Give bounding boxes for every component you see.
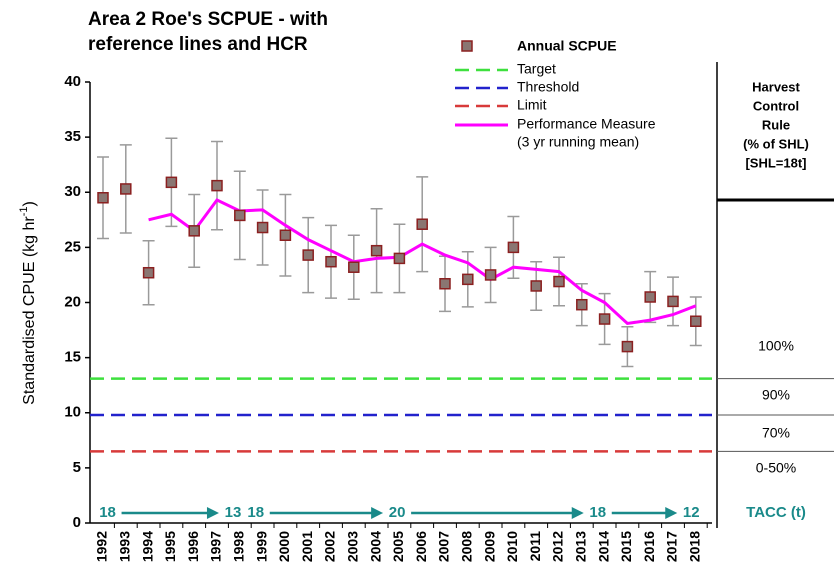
marker [120,183,132,195]
y-tick-label: 20 [64,293,81,310]
x-tick-label: 1994 [139,531,155,562]
x-tick-label: 1992 [94,531,110,562]
y-tick-label: 25 [64,238,81,255]
y-tick-label: 35 [64,128,81,145]
tacc-arrowhead [206,507,219,519]
tacc-value: 18 [99,504,116,521]
tacc-arrowhead [571,507,584,519]
marker [302,249,314,261]
hcr-band-label: 90% [762,387,790,403]
hcr-band-label: 70% [762,425,790,441]
x-tick-label: 2002 [322,531,338,562]
x-tick-label: 1998 [231,531,247,562]
marker [667,295,679,308]
x-tick-label: 2005 [390,531,406,562]
x-tick-label: 2001 [299,531,315,562]
x-tick-label: 2017 [664,531,680,562]
x-tick-label: 1997 [208,531,224,562]
x-tick-label: 1995 [162,531,178,562]
y-tick-label: 15 [64,349,81,366]
marker [484,269,497,281]
x-tick-label: 2010 [504,531,520,562]
marker [256,221,269,234]
x-tick-label: 2000 [276,531,292,562]
legend-label: (3 yr running mean) [517,134,639,150]
marker [142,266,155,279]
y-tick-label: 0 [73,514,81,531]
hcr-title: Harvest [752,79,800,94]
x-tick-label: 2016 [641,531,657,562]
y-axis-label: Standardised CPUE (kg hr-1) [18,201,38,405]
legend-label: Performance Measure [517,116,656,132]
marker [644,291,656,303]
chart-title: reference lines and HCR [88,34,308,55]
x-tick-label: 2009 [481,531,497,562]
marker [598,313,611,325]
hcr-band-label: 100% [758,338,794,354]
hcr-title: Rule [762,117,790,132]
tacc-arrowhead [371,507,384,519]
marker [507,241,520,254]
marker [576,298,588,311]
legend-marker [461,40,473,52]
x-tick-label: 2014 [595,531,611,562]
marker [393,252,406,265]
x-tick-label: 2003 [345,531,361,562]
y-tick-label: 40 [64,73,81,90]
tacc-value: 12 [683,504,700,521]
chart-title: Area 2 Roe's SCPUE - with [88,9,328,30]
legend-label: Limit [517,97,547,113]
marker [97,192,109,204]
marker [325,255,337,268]
marker [188,225,200,237]
tacc-label: TACC (t) [746,504,806,521]
marker [553,275,565,288]
legend-label: Threshold [517,79,579,95]
x-tick-label: 2015 [618,531,634,562]
x-tick-label: 1993 [117,531,133,562]
tacc-value: 18 [589,504,606,521]
hcr-title: (% of SHL) [743,136,809,151]
marker [165,176,178,189]
x-tick-label: 2007 [436,531,452,562]
y-tick-label: 5 [73,459,81,476]
x-tick-label: 2013 [573,531,589,562]
marker [530,280,542,292]
tacc-value: 13 [225,504,242,521]
y-axis-label-text: Standardised CPUE (kg hr [21,216,38,405]
x-tick-label: 2004 [367,531,383,562]
marker [439,278,451,290]
tacc-value: 18 [247,504,264,521]
y-tick-label: 10 [64,404,81,421]
hcr-title: Control [753,98,799,113]
y-axis-label-sup: -1 [18,207,30,217]
y-axis-label-end: ) [21,201,38,206]
marker [279,229,292,241]
x-tick-label: 2008 [459,531,475,562]
marker [211,179,223,192]
marker [416,218,428,230]
marker [234,209,246,222]
marker [370,244,383,257]
tacc-arrowhead [665,507,678,519]
x-tick-label: 1996 [185,531,201,562]
marker [348,261,360,273]
legend-label: Target [517,61,556,77]
x-tick-label: 2018 [687,531,703,562]
hcr-title: [SHL=18t] [745,155,806,170]
tacc-value: 20 [389,504,406,521]
y-tick-label: 30 [64,183,81,200]
marker [621,340,634,353]
x-tick-label: 2012 [550,531,566,562]
legend-label: Annual SCPUE [517,38,617,54]
x-tick-label: 2011 [527,531,543,562]
x-tick-label: 1999 [253,531,269,562]
marker [462,273,474,286]
hcr-band-label: 0-50% [756,460,796,476]
x-tick-label: 2006 [413,531,429,562]
marker [690,315,702,327]
